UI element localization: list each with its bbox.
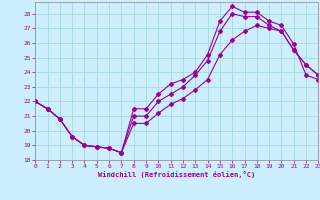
X-axis label: Windchill (Refroidissement éolien,°C): Windchill (Refroidissement éolien,°C) bbox=[98, 171, 255, 178]
